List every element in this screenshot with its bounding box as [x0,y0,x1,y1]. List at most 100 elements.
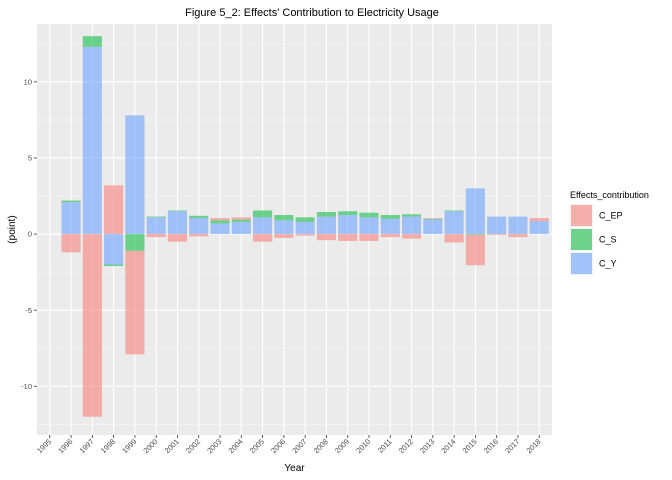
bar-C_EP-2013 [423,218,443,219]
bar-C_EP-2012 [401,234,422,239]
bar-C_EP-2018 [529,218,549,222]
bar-C_Y-2011 [380,218,400,235]
bar-C_Y-2008 [316,216,336,235]
x-tick-label: 2004 [227,437,245,455]
bar-C_Y-2018 [529,221,549,235]
bar-C_EP-2009 [338,234,358,241]
x-tick-label: 2005 [248,437,266,455]
bar-C_S-1999 [125,234,145,251]
y-tick-label: -5 [25,306,32,315]
x-tick-label: 2016 [482,437,500,455]
x-tick-label: 1995 [35,437,53,455]
bar-C_EP-1996 [61,234,81,253]
x-tick-label: 2013 [418,437,436,455]
x-tick-label: 2011 [376,437,394,455]
x-axis: 1995 1996 1997 1998 1999 2000 2001 2002 2003 2004… [35,435,543,455]
x-tick-label: 1998 [99,437,117,455]
bar-C_EP-2011 [380,234,400,238]
x-tick-label: 2009 [333,437,351,455]
bar-C_S-1996 [61,200,81,203]
bar-C_Y-2013 [423,219,443,235]
bar-C_Y-2012 [401,216,422,235]
x-axis-title: Year [284,463,305,474]
bar-C_S-2003 [210,220,230,224]
x-tick-label: 1999 [120,437,138,455]
legend: Effects_contribution C_EP C_S C_Y [570,190,649,275]
bar-C_Y-2002 [189,218,209,235]
bar-C_EP-2005 [253,234,273,242]
y-tick-label: -10 [21,382,32,391]
bar-C_S-2005 [253,210,273,218]
x-tick-label: 2006 [269,437,287,455]
bar-C_S-2015 [465,234,485,235]
bar-C_EP-2017 [508,234,528,238]
bar-C_S-2007 [295,217,315,222]
bar-C_EP-2010 [359,234,379,241]
bar-C_Y-2017 [508,216,528,235]
bar-C_S-2000 [146,216,166,218]
x-tick-label: 2003 [205,437,223,455]
bar-C_EP-1997 [82,234,102,417]
legend-label-C_Y: C_Y [599,259,617,269]
x-tick-label: 2012 [397,437,415,455]
bar-C_Y-2010 [359,217,379,235]
bar-C_EP-2003 [210,218,230,221]
bar-C_Y-2014 [444,211,464,235]
bar-C_EP-1998 [104,185,124,235]
legend-label-C_EP: C_EP [599,211,623,221]
bar-C_S-2001 [167,210,188,212]
x-tick-label: 2000 [141,437,159,455]
x-tick-label: 2002 [184,437,202,455]
x-tick-label: 1997 [78,437,96,455]
x-tick-label: 2015 [461,437,479,455]
y-tick-label: 10 [24,77,32,86]
y-axis: -10 -5 0 5 10 [21,77,37,391]
bar-C_Y-2016 [487,216,507,235]
y-tick-label: 0 [28,230,32,239]
bar-C_EP-2004 [231,217,251,220]
bar-C_S-1998 [104,264,124,267]
bar-C_Y-2003 [210,223,230,235]
bar-C_Y-2007 [295,221,315,235]
bar-C_Y-1996 [61,202,81,235]
bar-C_S-2004 [231,219,251,222]
bar-C_EP-2006 [274,234,294,238]
bar-C_Y-2006 [274,220,294,235]
bar-C_S-2012 [401,214,422,217]
bar-C_S-2006 [274,215,294,221]
legend-title: Effects_contribution [570,190,649,200]
x-tick-label: 2010 [354,437,372,455]
bar-C_Y-2000 [146,217,166,235]
bar-C_S-2009 [338,211,358,216]
bar-C_S-2008 [316,211,336,217]
legend-key-C_Y [571,253,592,274]
bar-C_EP-2007 [295,234,315,236]
chart-title: Figure 5_2: Effects' Contribution to Ele… [185,7,439,19]
bar-C_S-2014 [444,210,464,212]
legend-label-C_S: C_S [599,235,617,245]
x-tick-label: 2007 [290,437,308,455]
bar-C_S-2013 [423,218,443,220]
bar-C_EP-2015 [465,234,485,266]
bar-C_S-2011 [380,215,400,219]
bar-C_S-2010 [359,212,379,218]
bar-C_EP-2000 [146,234,166,238]
x-tick-label: 2017 [503,437,521,455]
bar-C_Y-1997 [82,46,102,235]
x-tick-label: 1996 [56,437,74,455]
x-tick-label: 2008 [312,437,330,455]
bar-C_EP-2016 [487,234,507,235]
y-axis-title: (point) [7,215,18,243]
bar-C_EP-2002 [189,234,209,237]
x-tick-label: 2014 [439,437,457,455]
x-tick-label: 2001 [163,437,181,455]
bars [61,36,549,417]
bar-C_EP-2001 [167,234,188,242]
legend-key-C_S [571,229,592,250]
bar-C_S-2002 [189,215,209,219]
bar-C_Y-2005 [253,217,273,235]
bar-C_S-1997 [82,36,102,47]
x-tick-label: 2018 [524,437,542,455]
y-tick-label: 5 [28,154,32,163]
